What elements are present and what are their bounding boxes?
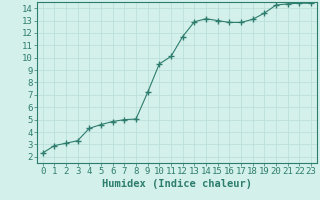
- X-axis label: Humidex (Indice chaleur): Humidex (Indice chaleur): [102, 179, 252, 189]
